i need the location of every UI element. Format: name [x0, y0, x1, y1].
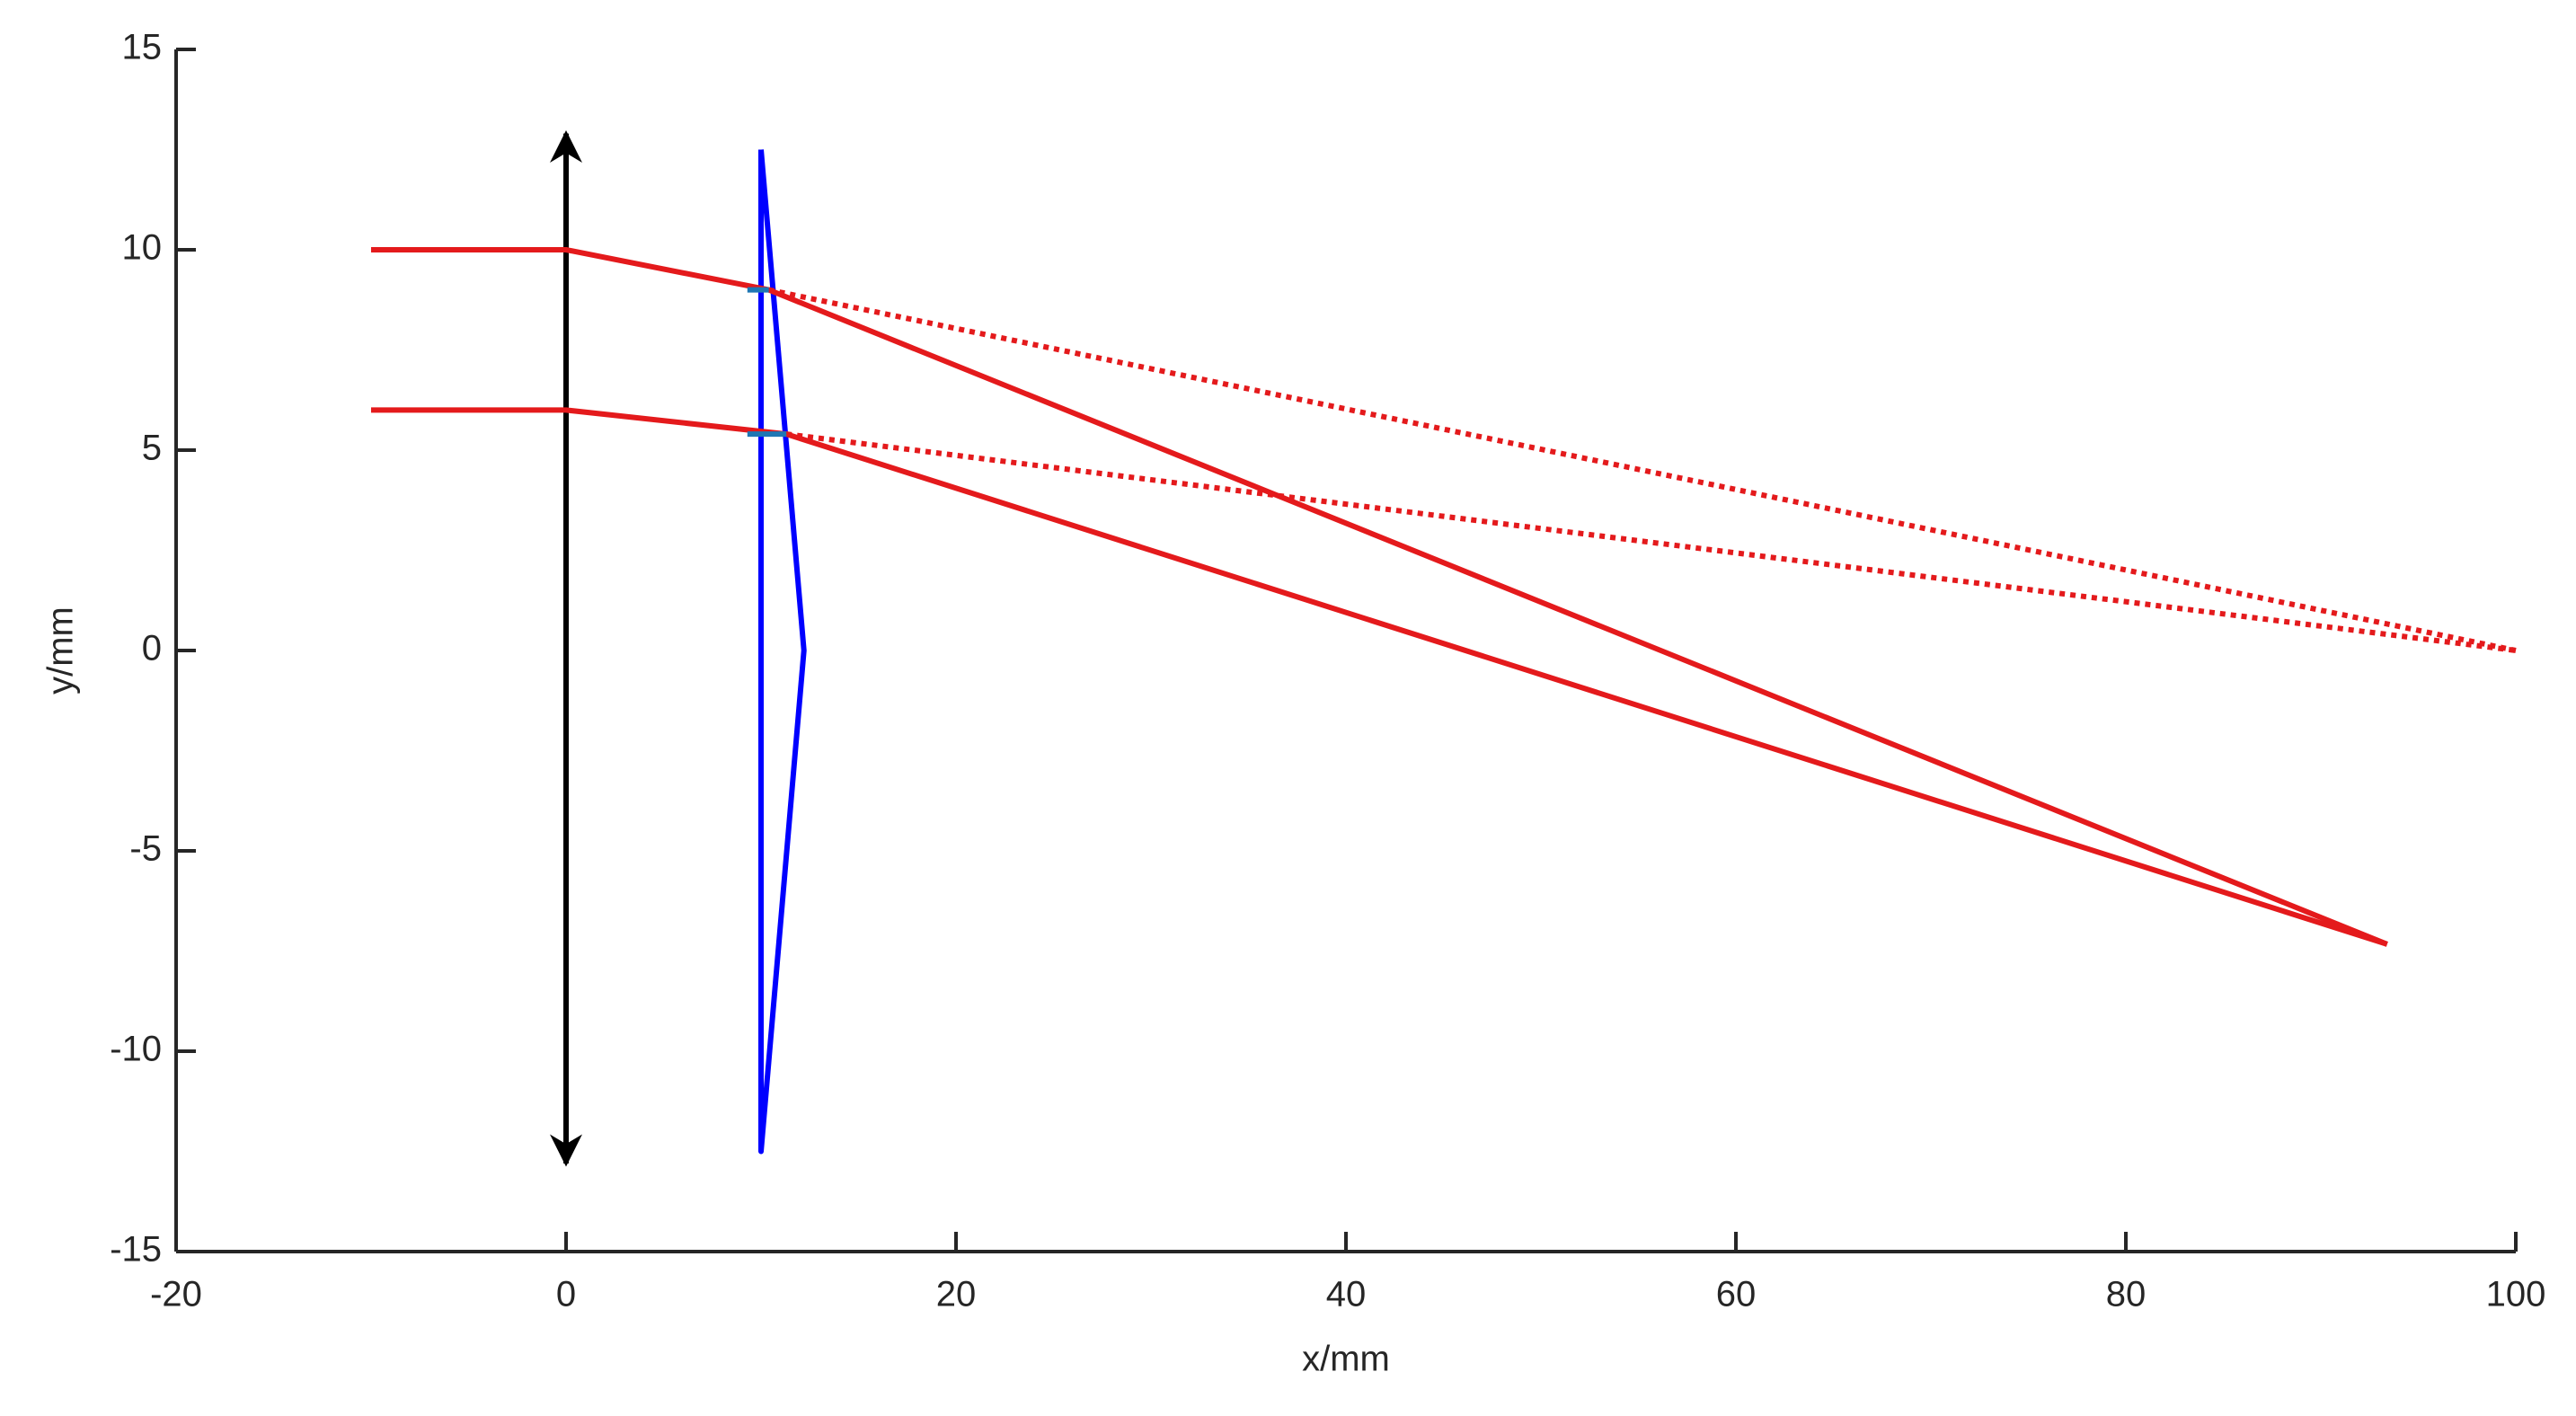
y-tick-label: 10: [122, 228, 163, 268]
ray-line: [371, 407, 2388, 947]
y-tick-label: 0: [142, 629, 162, 668]
x-tick-label: -20: [150, 1275, 202, 1314]
ray-line: [758, 149, 807, 1155]
y-tick-label: 15: [122, 28, 163, 67]
x-axis-label: x/mm: [1302, 1340, 1390, 1379]
y-tick-label: -15: [110, 1230, 162, 1270]
y-tick-label: 5: [142, 429, 162, 468]
x-tick-label: 40: [1326, 1275, 1367, 1314]
ray-line: [785, 431, 2517, 653]
x-tick-label: 0: [556, 1275, 576, 1314]
x-tick-label: 80: [2106, 1275, 2147, 1314]
x-tick-label: 100: [2486, 1275, 2546, 1314]
x-tick-label: 60: [1716, 1275, 1757, 1314]
y-tick-label: -5: [129, 829, 162, 869]
y-tick-label: -10: [110, 1030, 162, 1069]
ray-line: [371, 247, 2388, 947]
ray-line: [768, 287, 2517, 653]
x-tick-label: 20: [936, 1275, 977, 1314]
y-axis-label: y/mm: [41, 606, 81, 695]
